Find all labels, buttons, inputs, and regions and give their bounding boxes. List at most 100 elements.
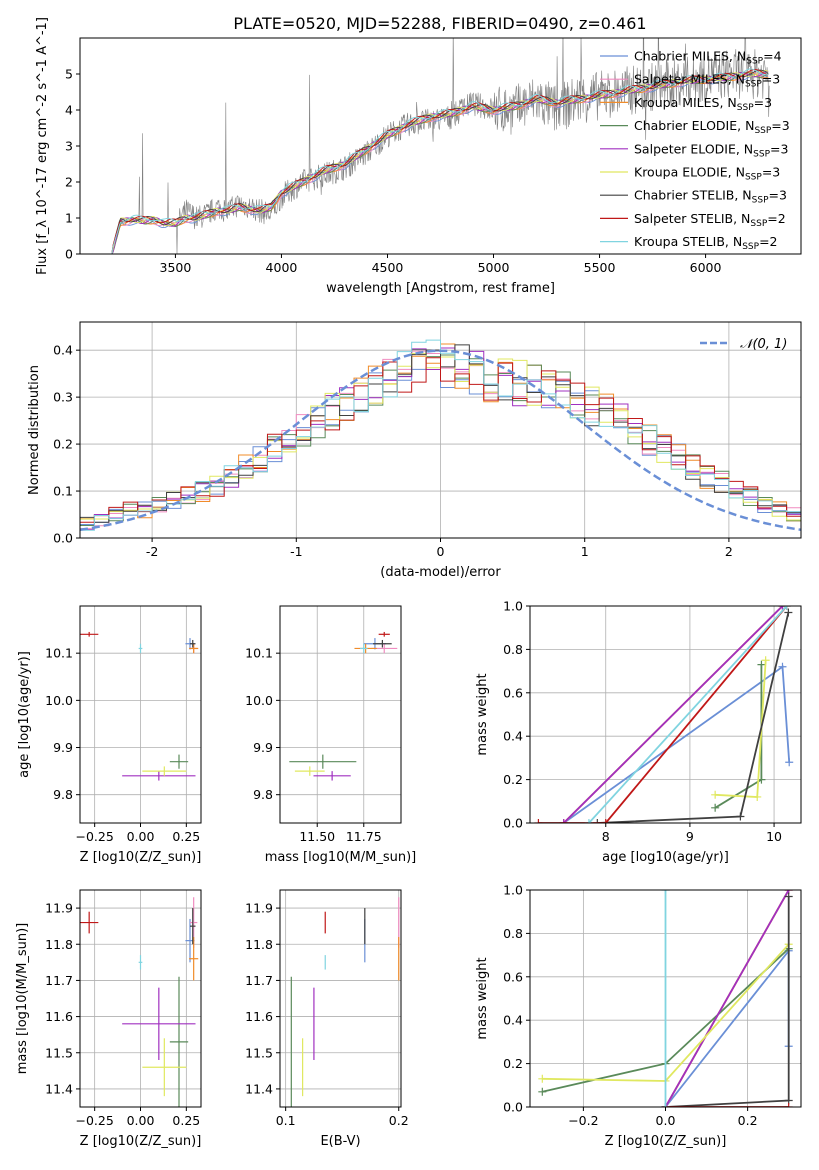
y-tick-label: 0.0: [53, 531, 73, 546]
legend-entry: Kroupa ELODIE, NSSP=3: [634, 165, 780, 183]
weight-marker: [601, 819, 610, 823]
weight-marker: [782, 606, 791, 610]
y-tick-label: 10.0: [245, 693, 273, 708]
weight-marker: [534, 819, 543, 823]
weight-line: [588, 606, 788, 823]
x-tick-label: -1: [290, 544, 302, 559]
y-tick-label: 1.0: [503, 599, 523, 614]
mass-vs-ebv-axes: [276, 890, 401, 1111]
weight-marker: [736, 812, 745, 821]
y-axis-label: mass [log10(M/M_sun)]: [15, 923, 30, 1075]
y-tick-label: 0.3: [53, 390, 73, 405]
axes-frame: [79, 889, 202, 1108]
y-tick-label: 11.8: [45, 937, 73, 952]
x-tick-label: −0.2: [568, 1113, 598, 1128]
y-axis-label: Flux [f_λ 10^-17 erg cm^-2 s^-1 A^-1]: [35, 17, 50, 275]
weight-line: [563, 606, 784, 823]
x-tick-label: 4000: [266, 260, 298, 275]
x-tick-label: 11.75: [346, 829, 382, 844]
weight-marker: [711, 803, 720, 812]
y-tick-label: 11.9: [45, 901, 73, 916]
y-tick-label: 0.4: [53, 343, 73, 358]
x-tick-label: 4500: [372, 260, 404, 275]
y-tick-label: 4: [65, 103, 73, 118]
y-tick-label: 0.8: [503, 642, 523, 657]
weight-marker: [778, 606, 787, 610]
normal-curve: [80, 349, 801, 532]
y-tick-label: 11.5: [245, 1045, 273, 1060]
x-tick-label: 0: [437, 544, 445, 559]
x-axis-label: wavelength [Angstrom, rest frame]: [326, 281, 555, 296]
y-tick-label: 9.9: [253, 740, 273, 755]
weight-line: [538, 606, 788, 823]
x-axis-label: Z [log10(Z/Z_sun)]: [605, 1134, 727, 1149]
legend-entry: Kroupa STELIB, NSSP=2: [634, 234, 778, 252]
x-axis-label: E(B-V): [320, 1134, 360, 1149]
y-tick-label: 11.4: [45, 1081, 73, 1096]
y-axis-label: Normed distribution: [27, 365, 42, 495]
y-tick-label: 9.9: [53, 740, 73, 755]
y-tick-label: 0.4: [503, 729, 523, 744]
y-axis-label: mass weight: [475, 957, 490, 1039]
age-vs-Z-points: [80, 631, 199, 781]
weight-vs-age-lines: [534, 606, 794, 823]
legend-entry: Salpeter ELODIE, NSSP=3: [634, 141, 788, 159]
weight-marker: [753, 792, 762, 801]
x-tick-label: -2: [146, 544, 158, 559]
spectrum-model-line: [111, 69, 769, 254]
legend-entry: Chabrier MILES, NSSP=4: [634, 49, 782, 67]
x-axis-label: age [log10(age/yr)]: [602, 850, 729, 865]
weight-line: [563, 665, 791, 823]
axes-frame: [79, 37, 802, 255]
x-tick-label: 0.0: [656, 1113, 676, 1128]
legend-entry: Salpeter STELIB, NSSP=2: [634, 211, 786, 229]
x-axis-label: mass [log10(M/M_sun)]: [265, 850, 417, 865]
legend-entry: 𝒩(0, 1): [740, 337, 787, 352]
legend-entry: Kroupa MILES, NSSP=3: [634, 95, 772, 113]
weight-marker: [778, 662, 787, 671]
x-tick-label: 8: [602, 829, 610, 844]
axes-frame: [79, 605, 202, 824]
figure-title: PLATE=0520, MJD=52288, FIBERID=0490, z=0…: [233, 14, 646, 33]
y-tick-label: 10.1: [45, 646, 73, 661]
x-tick-label: −0.25: [76, 829, 114, 844]
weight-marker: [593, 819, 602, 823]
y-tick-label: 11.8: [245, 937, 273, 952]
x-tick-label: −0.25: [76, 1113, 114, 1128]
x-tick-label: 0.00: [127, 1113, 155, 1128]
x-tick-label: 11.50: [299, 829, 335, 844]
y-tick-label: 9.8: [53, 787, 73, 802]
y-tick-label: 1.0: [503, 883, 523, 898]
x-tick-label: 5000: [478, 260, 510, 275]
x-tick-label: 9: [686, 829, 694, 844]
legend-entry: Chabrier STELIB, NSSP=3: [634, 188, 787, 206]
residuals-axes: [76, 322, 801, 542]
weight-marker: [711, 790, 720, 799]
weight-marker: [757, 660, 766, 669]
y-tick-label: 3: [65, 139, 73, 154]
y-tick-label: 11.7: [245, 973, 273, 988]
y-tick-label: 0.0: [503, 816, 523, 831]
age-vs-mass-axes: [276, 606, 401, 827]
mass-vs-Z-points: [80, 897, 199, 1107]
weight-vs-Z-axes: [526, 889, 801, 1111]
x-tick-label: 0.25: [172, 829, 200, 844]
plot-layer: 3500 4000 4500 5000 5500 6000 0 1 2 3 4 5 wavelength…: [15, 17, 802, 1149]
age-vs-Z-axes: [76, 606, 201, 827]
y-tick-label: 5: [65, 67, 73, 82]
y-tick-label: 11.5: [45, 1045, 73, 1060]
weight-line: [664, 948, 790, 1107]
y-tick-label: 11.7: [45, 973, 73, 988]
weight-marker: [661, 1103, 670, 1107]
y-tick-label: 11.6: [245, 1009, 273, 1024]
y-tick-label: 0.2: [503, 772, 523, 787]
ebv-points: [290, 897, 400, 1107]
age-vs-mass-points: [289, 631, 398, 781]
y-tick-label: 10.1: [245, 646, 273, 661]
y-tick-label: 0.1: [53, 484, 73, 499]
x-tick-label: 0.00: [127, 829, 155, 844]
x-tick-label: 10: [766, 829, 782, 844]
y-axis-label: age [log10(age/yr)]: [17, 651, 32, 778]
x-tick-label: 6000: [690, 260, 722, 275]
